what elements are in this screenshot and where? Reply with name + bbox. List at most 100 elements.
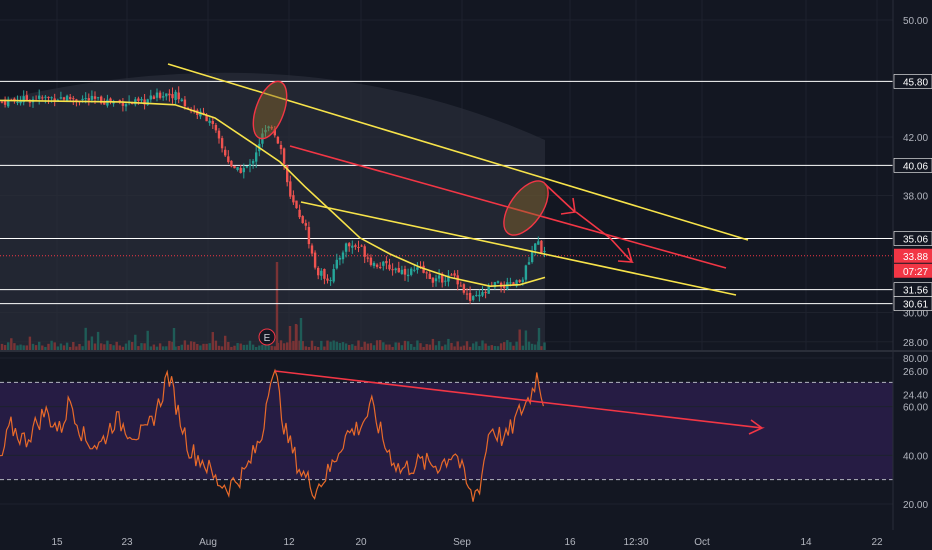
candle-body [310,245,314,254]
volume-bar [251,344,255,350]
candle-body [304,223,307,226]
volume-bar [447,338,450,350]
candle-body [527,262,531,265]
volume-bar [366,343,369,350]
volume-bar [313,346,317,350]
volume-bar [78,343,81,350]
candle-body [282,148,286,164]
candle-body [434,278,438,282]
candle-body [84,98,87,100]
candle-body [366,257,369,259]
candle-body [239,167,242,173]
volume-bar [87,340,90,350]
volume-bar [84,327,87,350]
volume-bar [391,346,394,350]
rsi-axis[interactable]: 80.00 60.00 40.00 20.00 [903,354,928,511]
rsi-line [0,368,544,502]
volume-bar [437,341,441,350]
volume-bar [298,340,301,350]
volume-bar [165,346,168,350]
candle-body [416,267,419,270]
candle-body [62,97,66,100]
candle-body [270,126,273,129]
volume-bar [217,345,221,350]
candle-body [171,94,174,99]
volume-spike [537,328,541,350]
volume-bar [31,343,35,350]
upper-trendline[interactable] [167,63,749,241]
volume-bar [205,343,208,350]
volume-bar [208,343,211,350]
time-tick-label: 16 [564,537,576,548]
volume-spike [299,318,303,350]
volume-bar [304,346,307,350]
volume-bar [16,345,19,350]
volume-bar [183,340,187,350]
rsi-divergence-arrow[interactable] [274,370,765,435]
volume-bar [72,341,75,350]
candle-body [484,291,487,293]
volume-bar [456,341,459,350]
candle-body [292,195,295,203]
drawings[interactable] [167,63,749,296]
current-price-tag[interactable] [894,248,932,263]
volume-bar [382,342,385,350]
candle-body [301,216,304,224]
level-tag[interactable] [893,296,932,311]
candle-body [38,95,41,99]
candle-body [372,262,376,266]
volume-bar [177,345,180,350]
candle-body [3,100,7,105]
candle-body [131,103,134,105]
candle-body [388,264,391,270]
volume-bar [490,345,493,350]
volume-bar [478,346,481,350]
candle-body [323,269,326,279]
level-tag[interactable] [893,74,932,89]
volume-bar [96,331,100,350]
candle-body [211,121,214,124]
candle-body [379,266,382,268]
countdown-tag[interactable] [894,263,932,278]
volume-bar [400,345,404,350]
volume-bar [462,345,466,350]
volume-bar [155,346,159,350]
level-tag[interactable] [893,231,932,246]
volume-bar [351,344,354,350]
volume-bar [422,346,425,350]
earnings-marker[interactable]: E [258,328,276,346]
candle-body [7,99,10,107]
time-tick-label: 14 [800,537,812,548]
level-tag[interactable] [893,158,932,173]
earnings-circle[interactable] [258,328,276,346]
volume-bar [307,346,311,350]
candle-body [158,92,162,98]
volume-bar [146,330,149,350]
rsi-drawings[interactable] [274,370,765,435]
candle-body [0,101,4,103]
time-axis[interactable]: 15 23 Aug 12 20 Sep 16 12:30 Oct 14 22 [51,537,883,548]
highlight-ellipse[interactable] [495,173,557,242]
price-axis[interactable]: 50.00 42.00 38.00 30.00 28.00 26.00 24.40 45.80… [893,16,932,401]
volume-bar [270,345,273,350]
price-tick-label: 30.00 [903,309,928,320]
candle-body [230,160,233,167]
volume-bar [3,345,7,350]
volume-bar [224,335,227,350]
highlight-ellipse[interactable] [247,77,294,143]
lower-trendline[interactable] [300,201,737,296]
volume-bar [214,340,218,350]
candle-body [208,120,211,123]
down-arrow[interactable] [575,211,634,263]
candle-body [543,250,546,253]
volume-bar [394,342,397,350]
candle-body [540,240,543,253]
candle-body [382,261,385,266]
candle-body [534,243,537,251]
volume-bar [335,341,338,350]
candle-body [276,136,280,144]
candle-body [441,273,444,283]
down-arrow[interactable] [544,183,577,215]
time-tick-label: 12 [283,537,295,548]
